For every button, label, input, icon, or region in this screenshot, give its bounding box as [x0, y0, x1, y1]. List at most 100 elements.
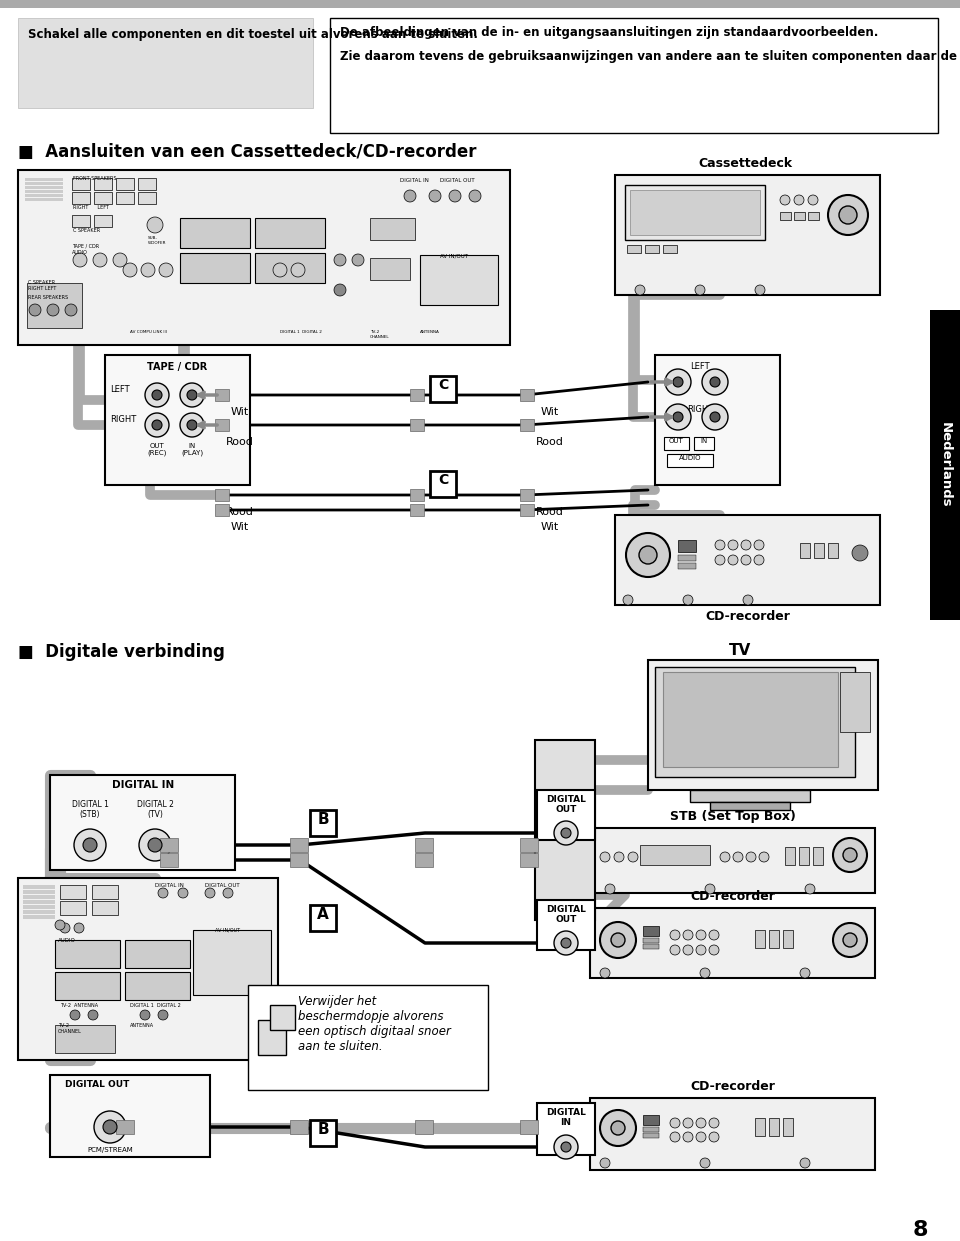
Bar [710, 802, 790, 810]
Bar [667, 454, 713, 467]
Bar [94, 177, 112, 190]
Circle shape [70, 1010, 80, 1020]
Bar [160, 853, 178, 867]
Bar [643, 1133, 659, 1138]
Text: Rood: Rood [226, 437, 254, 447]
Bar [813, 848, 823, 865]
Circle shape [715, 555, 725, 565]
Bar [410, 388, 424, 401]
Text: DIGITAL 2
(TV): DIGITAL 2 (TV) [136, 800, 174, 819]
Text: RIGHT      LEFT: RIGHT LEFT [73, 205, 108, 210]
Text: RIGHT: RIGHT [686, 405, 713, 414]
Bar [678, 540, 696, 552]
Bar [50, 774, 235, 870]
Bar [215, 388, 229, 401]
Bar [415, 1119, 433, 1134]
Bar [643, 1127, 659, 1132]
Circle shape [73, 253, 87, 267]
Bar [310, 810, 336, 836]
Bar [690, 791, 810, 802]
Circle shape [187, 419, 197, 429]
Bar [255, 218, 325, 248]
Circle shape [702, 405, 728, 429]
Text: De afbeeldingen van de in- en uitgangsaansluitingen zijn standaardvoorbeelden.: De afbeeldingen van de in- en uitgangsaa… [340, 26, 878, 38]
Circle shape [139, 829, 171, 861]
Circle shape [754, 540, 764, 550]
Circle shape [29, 304, 41, 316]
Text: DIGITAL 1  DIGITAL 2: DIGITAL 1 DIGITAL 2 [130, 1003, 180, 1008]
Circle shape [628, 853, 638, 862]
Bar [72, 215, 90, 227]
Text: SUB-
WOOFER: SUB- WOOFER [148, 236, 166, 244]
Bar [410, 489, 424, 501]
Bar [215, 504, 229, 516]
Bar [125, 972, 190, 1000]
Bar [215, 419, 229, 431]
Bar [640, 845, 710, 865]
Circle shape [670, 1118, 680, 1128]
Bar [537, 791, 595, 840]
Text: DIGITAL
OUT: DIGITAL OUT [546, 905, 586, 925]
Bar [590, 1098, 875, 1170]
Text: AV IN/OUT: AV IN/OUT [440, 253, 468, 258]
Circle shape [187, 390, 197, 400]
Bar [694, 437, 714, 450]
Bar [655, 355, 780, 485]
Text: DIGITAL 1
(STB): DIGITAL 1 (STB) [72, 800, 108, 819]
Text: LEFT: LEFT [110, 385, 130, 393]
Text: AUDIO: AUDIO [58, 938, 76, 943]
Bar [430, 376, 456, 402]
Bar [828, 544, 838, 558]
Circle shape [611, 933, 625, 947]
Bar [415, 853, 433, 867]
Circle shape [635, 285, 645, 295]
Circle shape [709, 1132, 719, 1142]
Bar [643, 944, 659, 949]
Bar [840, 671, 870, 732]
Circle shape [743, 594, 753, 606]
Circle shape [352, 254, 364, 266]
Circle shape [833, 838, 867, 872]
Circle shape [123, 263, 137, 277]
Text: IN
(PLAY): IN (PLAY) [180, 443, 204, 457]
Circle shape [720, 853, 730, 862]
Circle shape [88, 1010, 98, 1020]
Bar [92, 885, 118, 898]
Bar [94, 192, 112, 204]
Bar [255, 253, 325, 283]
Circle shape [600, 853, 610, 862]
Bar [814, 544, 824, 558]
Circle shape [709, 930, 719, 939]
Circle shape [746, 853, 756, 862]
Text: ANTENNA: ANTENNA [420, 330, 440, 334]
Bar [643, 1114, 659, 1126]
Text: CD-recorder: CD-recorder [706, 611, 790, 623]
Circle shape [145, 383, 169, 407]
Text: LEFT: LEFT [690, 362, 709, 371]
Bar [370, 218, 415, 240]
Circle shape [700, 968, 710, 978]
Bar [92, 901, 118, 915]
Bar [60, 885, 86, 898]
Circle shape [759, 853, 769, 862]
Text: Rood: Rood [536, 437, 564, 447]
Circle shape [626, 532, 670, 577]
Text: PCM/STREAM: PCM/STREAM [87, 1147, 132, 1153]
Circle shape [665, 405, 691, 429]
Bar [780, 212, 791, 220]
Circle shape [665, 369, 691, 395]
Circle shape [828, 195, 868, 235]
Bar [290, 838, 308, 853]
Text: OUT: OUT [668, 438, 684, 444]
Bar [537, 900, 595, 951]
Circle shape [74, 829, 106, 861]
Bar [643, 926, 659, 936]
Bar [310, 905, 336, 931]
Text: 8: 8 [912, 1220, 927, 1240]
Circle shape [673, 412, 683, 422]
Circle shape [141, 263, 155, 277]
Circle shape [600, 1158, 610, 1168]
Text: Wit: Wit [230, 522, 250, 532]
Bar [23, 915, 55, 918]
Bar [25, 199, 63, 201]
